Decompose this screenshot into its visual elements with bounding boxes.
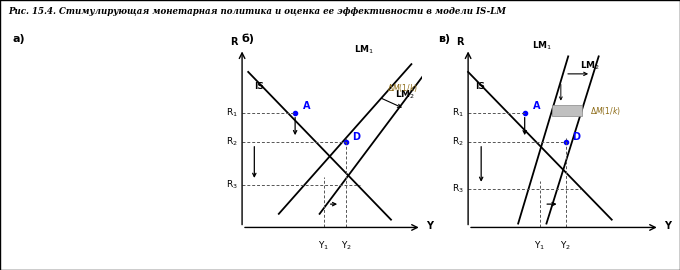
Text: R$_2$: R$_2$	[452, 136, 464, 148]
Text: R$_3$: R$_3$	[452, 182, 464, 195]
Text: A: A	[533, 101, 541, 111]
Text: R$_2$: R$_2$	[226, 136, 238, 148]
Text: Y$_2$: Y$_2$	[341, 239, 352, 252]
Text: LM$_2$: LM$_2$	[395, 89, 415, 101]
Text: $\Delta M(1/k)$: $\Delta M(1/k)$	[590, 105, 622, 117]
Text: IS: IS	[254, 82, 265, 91]
Text: а): а)	[12, 34, 25, 44]
Bar	[552, 106, 581, 116]
Text: Рис. 15.4. Стимулирующая монетарная политика и оценка ее эффективности в модели : Рис. 15.4. Стимулирующая монетарная поли…	[8, 7, 506, 16]
Text: Y$_1$: Y$_1$	[318, 239, 329, 252]
Text: Y: Y	[426, 221, 432, 231]
Text: Y: Y	[664, 221, 671, 231]
Text: $\Delta M(1/k)$: $\Delta M(1/k)$	[387, 82, 418, 94]
Text: D: D	[352, 132, 360, 142]
Text: IS: IS	[475, 82, 485, 91]
Text: б): б)	[241, 34, 254, 44]
Text: R$_1$: R$_1$	[226, 106, 238, 119]
Text: D: D	[573, 132, 581, 142]
Text: LM$_2$: LM$_2$	[580, 59, 600, 72]
Text: LM$_1$: LM$_1$	[354, 44, 375, 56]
Text: R: R	[456, 37, 463, 47]
Text: R$_1$: R$_1$	[452, 106, 464, 119]
Text: R: R	[230, 37, 238, 47]
Text: в): в)	[439, 34, 451, 44]
Text: Y$_1$: Y$_1$	[534, 239, 545, 252]
Text: LM$_1$: LM$_1$	[532, 40, 552, 52]
Text: R$_3$: R$_3$	[226, 178, 238, 191]
Text: Y$_2$: Y$_2$	[560, 239, 572, 252]
Text: A: A	[303, 101, 311, 111]
